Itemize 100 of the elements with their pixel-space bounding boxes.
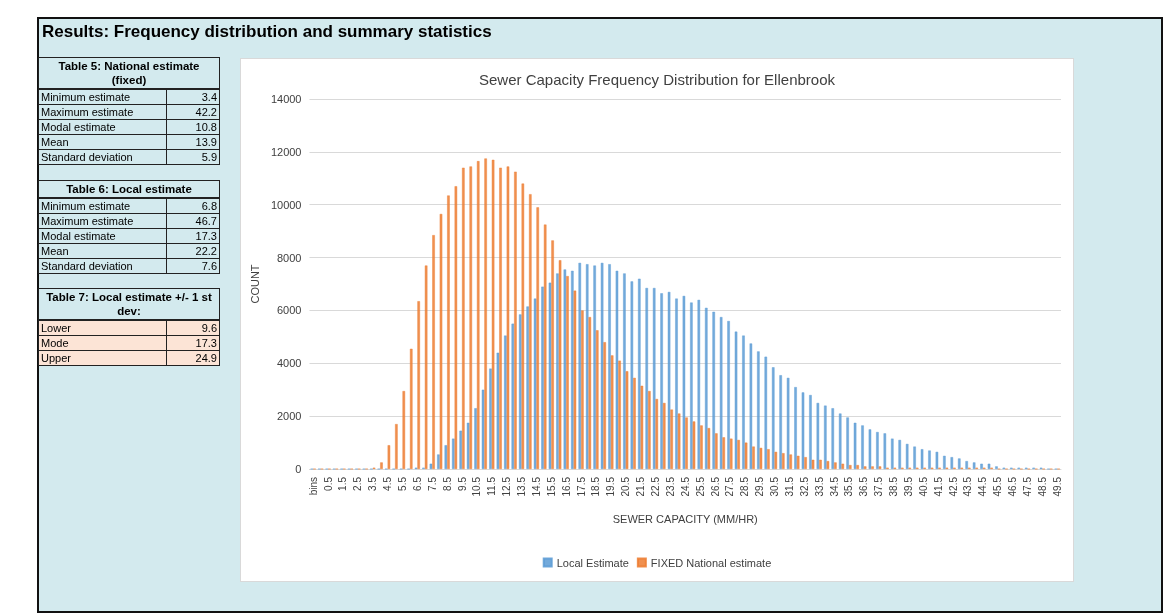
x-tick-label: 8.5 [441, 476, 453, 491]
data-label: 13.9 [194, 135, 218, 149]
bar [871, 466, 874, 469]
bar [767, 449, 770, 469]
category-label: Maximum estimate [39, 105, 167, 119]
bar [804, 457, 807, 469]
bar [853, 422, 857, 469]
category-label: Modal estimate [39, 229, 167, 243]
bar [638, 278, 641, 469]
bar [794, 387, 797, 469]
bar [757, 351, 760, 469]
bar [677, 413, 681, 469]
x-tick-label: 4.5 [382, 476, 394, 491]
bar [511, 323, 515, 469]
bar [660, 293, 663, 469]
bar [809, 395, 812, 469]
x-tick-label: 15.5 [545, 476, 557, 497]
bar [868, 429, 872, 469]
bar [752, 446, 755, 469]
data-label: 46.7 [194, 214, 218, 228]
bar [913, 446, 916, 469]
bar [883, 433, 887, 469]
bar [801, 392, 805, 469]
bar [563, 269, 567, 469]
bar [704, 307, 708, 469]
bar [856, 465, 859, 469]
x-tick-label: 23.5 [664, 476, 676, 497]
bar [469, 166, 473, 469]
bar [558, 260, 562, 469]
x-tick-label: 2.5 [352, 476, 364, 491]
x-tick-label: 10.5 [471, 476, 483, 497]
bar [707, 428, 711, 469]
x-tick-label: 26.5 [709, 476, 721, 497]
bar [514, 171, 517, 469]
bar [402, 391, 406, 469]
bar [935, 451, 939, 469]
bar [380, 462, 383, 469]
bar [439, 213, 443, 469]
bar [581, 310, 584, 469]
x-tick-label: 5.5 [397, 476, 408, 491]
x-tick-label: 12.5 [501, 476, 513, 497]
bar [796, 455, 800, 469]
bar [454, 186, 458, 469]
bar [600, 262, 604, 469]
x-tick-label: 39.5 [902, 476, 914, 497]
legend-label: Local Estimate [556, 556, 629, 569]
x-tick-label: 20.5 [620, 476, 632, 497]
bar [692, 421, 696, 469]
bar [890, 438, 894, 469]
data-label: 17.3 [194, 336, 218, 350]
x-tick-label: 13.5 [516, 476, 528, 497]
x-tick-label: 43.5 [962, 476, 974, 497]
x-tick-label: 11.5 [486, 476, 498, 496]
x-tick-label: 1.5 [337, 476, 349, 491]
x-tick-label: 48.5 [1036, 476, 1048, 497]
bar [744, 442, 748, 469]
bar [566, 276, 569, 469]
bar [811, 459, 815, 469]
bar [980, 463, 983, 469]
bar [764, 356, 768, 469]
category-label: Mode [39, 336, 167, 350]
data-label: 24.9 [194, 351, 218, 365]
bar [506, 166, 510, 469]
bar [816, 402, 820, 469]
bar [737, 439, 740, 469]
bar [474, 408, 477, 469]
data-label: 17.3 [194, 229, 218, 243]
bar [789, 454, 793, 469]
bar [734, 331, 738, 469]
bar [824, 405, 827, 469]
x-axis-title: SEWER CAPACITY (MM/HR) [612, 512, 758, 525]
data-label: 42.2 [194, 105, 218, 119]
x-tick-label: 40.5 [917, 476, 929, 497]
bar [972, 462, 976, 469]
bar [652, 287, 656, 469]
category-label: Mean [39, 244, 167, 258]
bar [682, 295, 686, 469]
bar [484, 158, 487, 469]
x-tick-label: 30.5 [769, 476, 781, 497]
bar [905, 443, 909, 469]
y-tick-label: 8000 [277, 251, 302, 264]
x-tick-label: 29.5 [754, 476, 766, 497]
x-tick-label: 37.5 [873, 476, 885, 497]
bar [662, 402, 666, 469]
bar [429, 463, 433, 469]
bar [697, 299, 701, 469]
x-tick-label: 19.5 [605, 476, 617, 497]
bar [645, 287, 649, 469]
bar [920, 449, 924, 469]
bar [491, 159, 495, 469]
bar [387, 445, 391, 469]
bar [759, 447, 763, 469]
bar [950, 457, 954, 469]
category-label: Mean [39, 135, 167, 149]
bar [861, 425, 864, 469]
bar [588, 317, 592, 469]
bar [943, 455, 946, 469]
data-label: 10.8 [194, 120, 218, 134]
bar [779, 375, 782, 469]
bar [685, 417, 688, 469]
